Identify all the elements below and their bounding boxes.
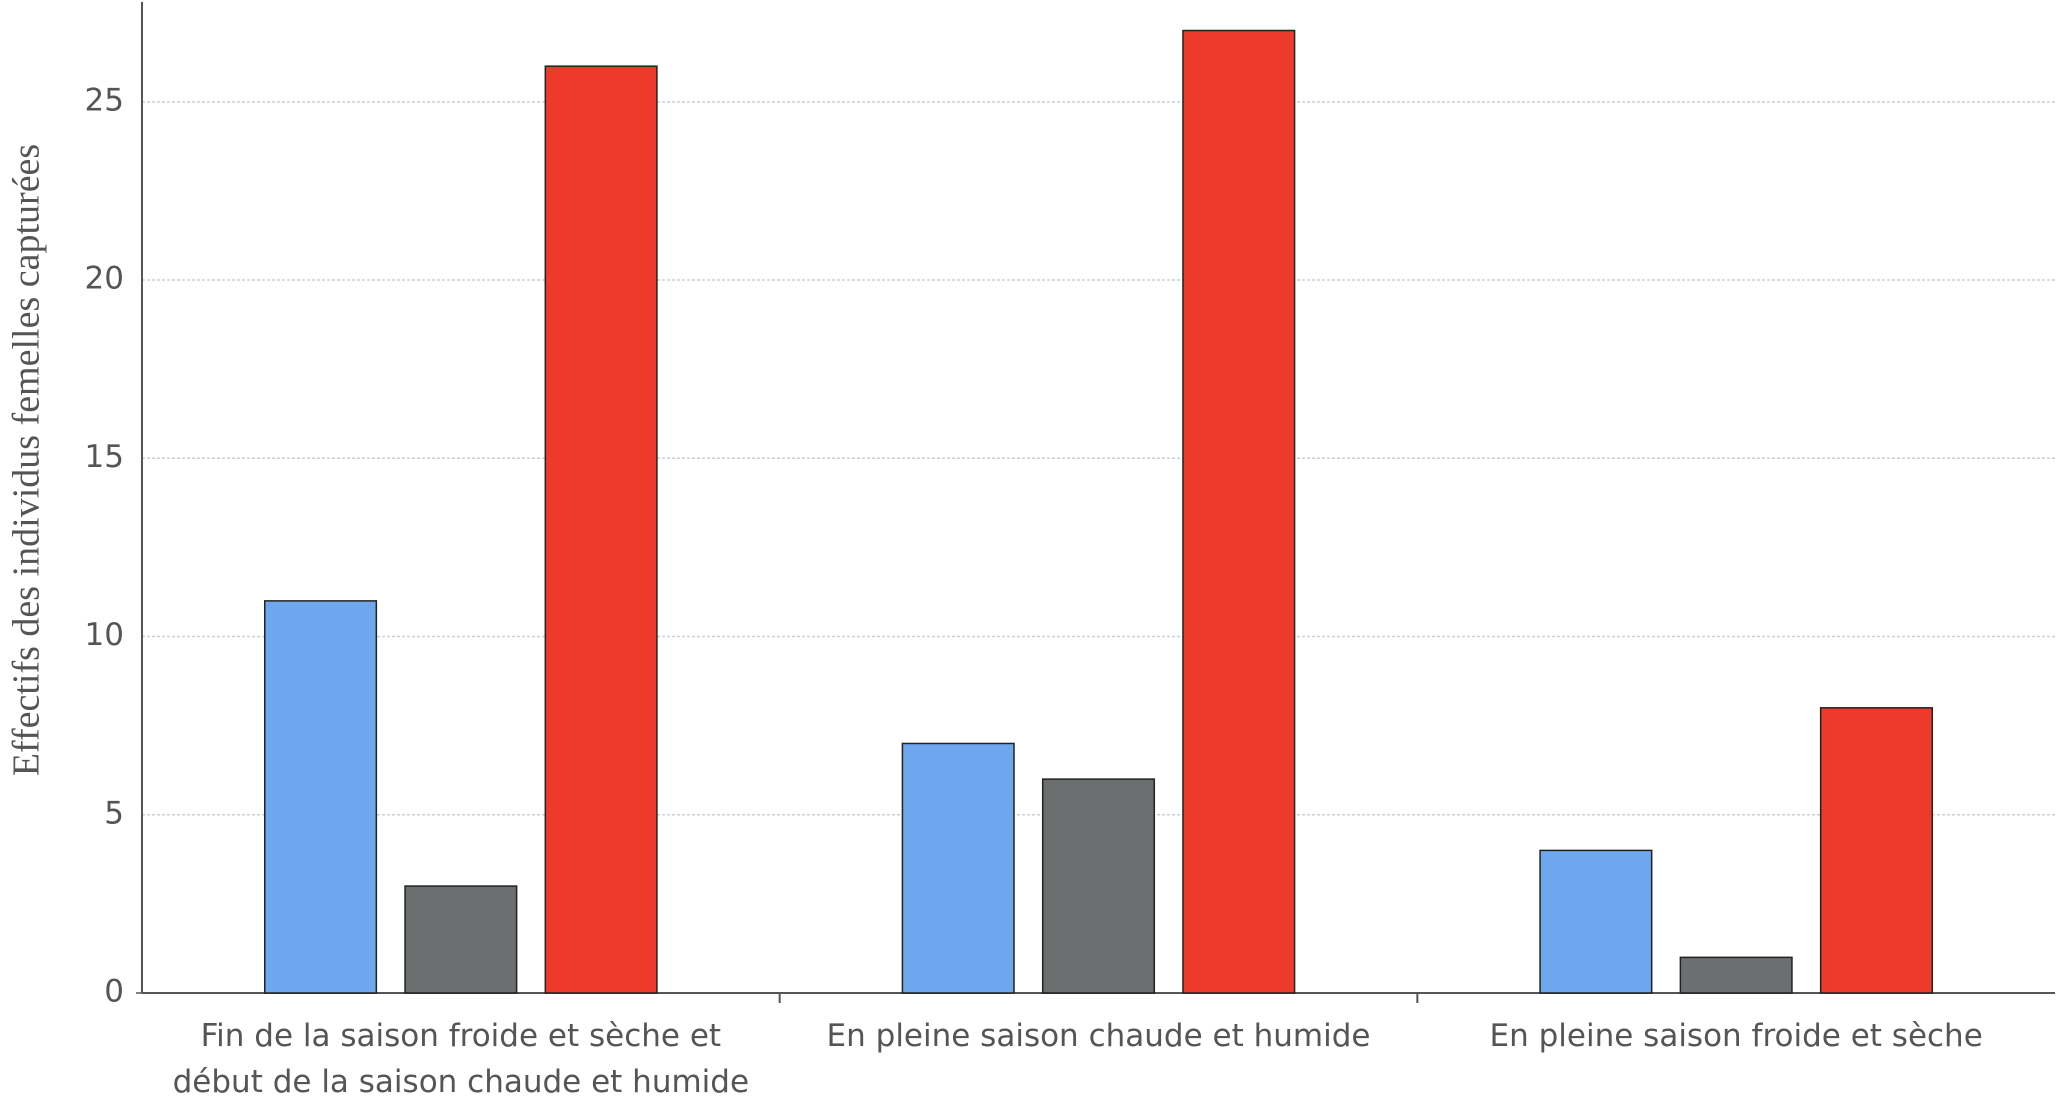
bar bbox=[544, 65, 658, 994]
y-tick-label: 20 bbox=[85, 261, 124, 297]
bar bbox=[1819, 707, 1933, 994]
bar bbox=[1539, 849, 1653, 994]
bar bbox=[404, 885, 518, 994]
bar bbox=[1182, 29, 1296, 994]
y-tick-label: 25 bbox=[85, 82, 124, 118]
bar bbox=[1679, 956, 1793, 994]
bar bbox=[1041, 778, 1156, 994]
x-tick-label: En pleine saison froide et sèche bbox=[1489, 1018, 1983, 1054]
x-tick-label: Fin de la saison froide et sèche et débu… bbox=[172, 1018, 750, 1100]
bar bbox=[901, 742, 1015, 994]
x-tick-label: En pleine saison chaude et humide bbox=[826, 1018, 1371, 1054]
bar bbox=[264, 600, 378, 994]
y-axis-title: Effectifs des individus femelles capturé… bbox=[6, 144, 48, 776]
y-tick-label: 5 bbox=[104, 795, 124, 831]
y-tick-label: 15 bbox=[85, 439, 124, 475]
y-tick-label: 10 bbox=[85, 617, 124, 653]
y-tick-label: 0 bbox=[104, 974, 124, 1010]
